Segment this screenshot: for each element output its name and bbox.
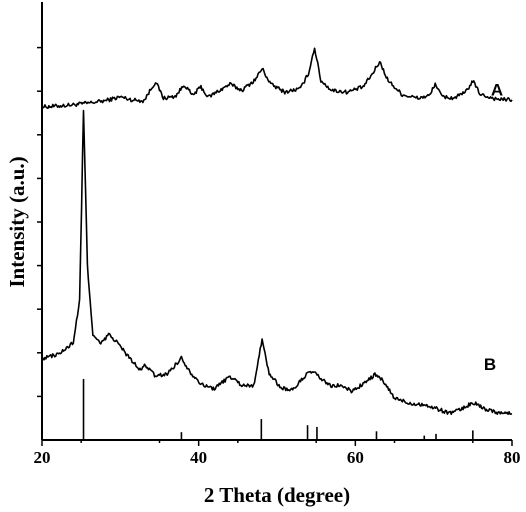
series-labels: AB bbox=[484, 81, 503, 375]
x-axis-ticks bbox=[41, 440, 513, 446]
y-axis-title: Intensity (a.u.) bbox=[5, 156, 29, 287]
x-axis-tick-labels: 20 40 60 80 bbox=[34, 448, 521, 467]
y-axis-ticks bbox=[37, 46, 42, 398]
series-A-trace bbox=[41, 47, 513, 110]
x-tick-label-60: 60 bbox=[347, 448, 364, 467]
series-B-trace bbox=[41, 109, 513, 416]
x-tick-label-20: 20 bbox=[34, 448, 51, 467]
reference-pattern bbox=[82, 378, 474, 440]
series-label-A: A bbox=[491, 81, 503, 100]
series-label-B: B bbox=[484, 355, 496, 374]
x-tick-label-40: 40 bbox=[190, 448, 207, 467]
x-axis-title: 2 Theta (degree) bbox=[204, 483, 350, 507]
series-layer bbox=[41, 47, 513, 416]
x-tick-label-80: 80 bbox=[504, 448, 521, 467]
plot-frame bbox=[41, 2, 512, 441]
